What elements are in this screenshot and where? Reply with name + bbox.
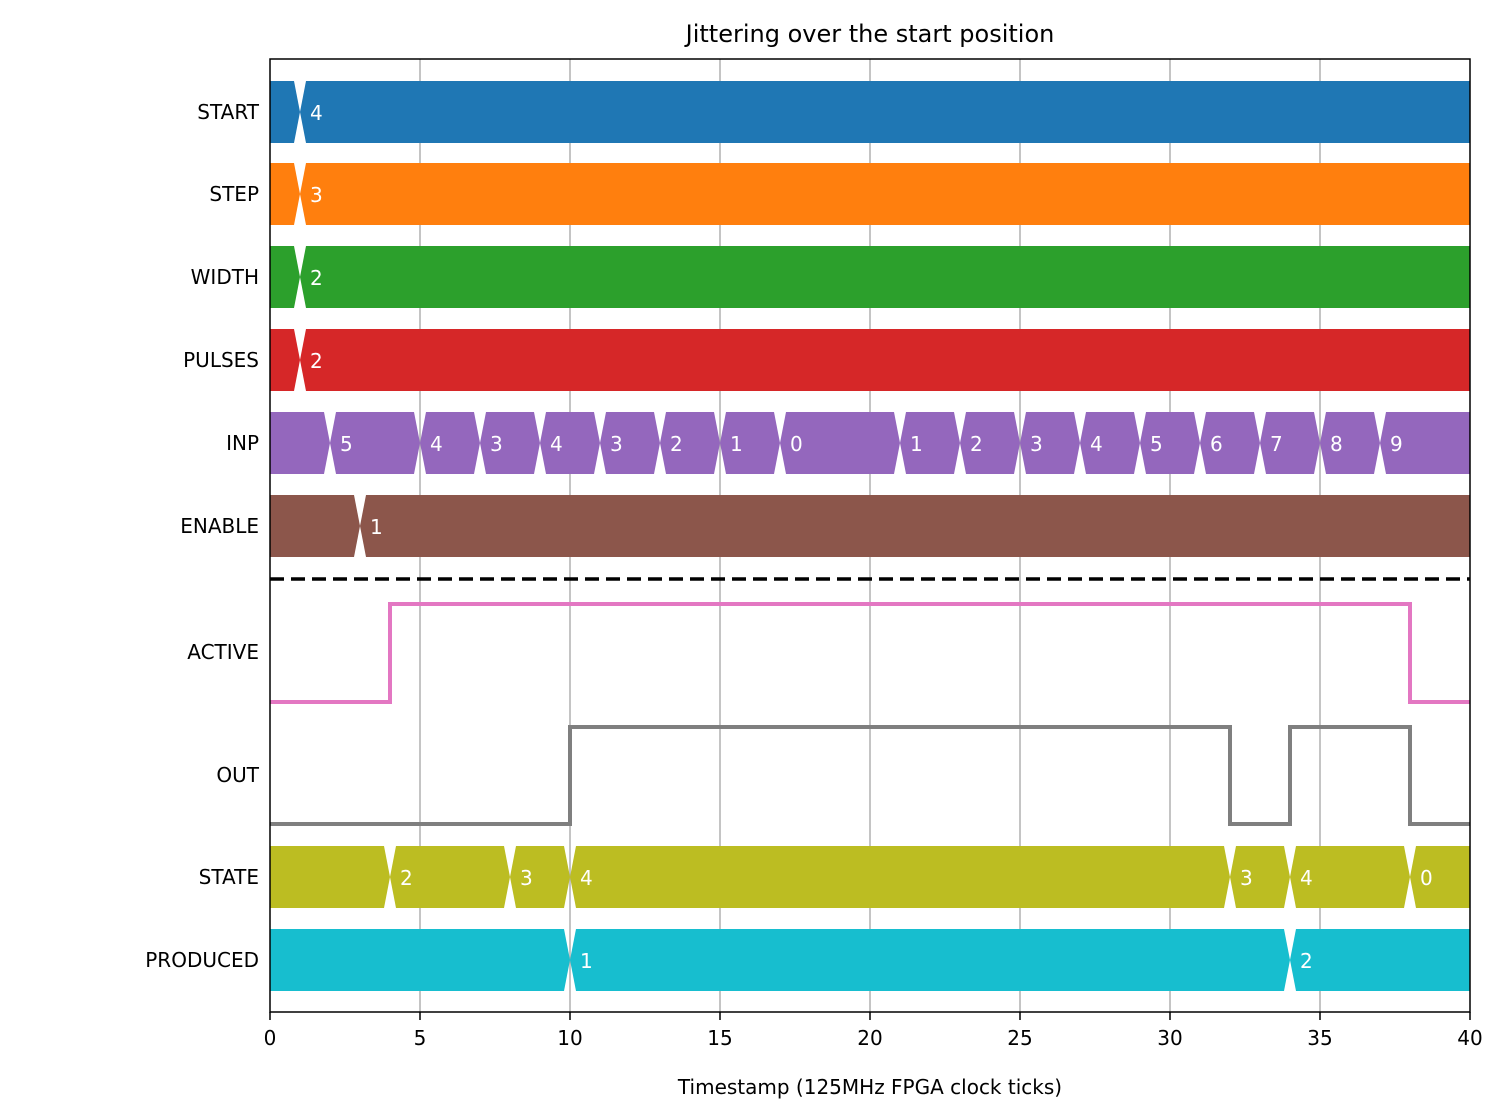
row-label-out: OUT bbox=[216, 763, 259, 787]
segment-value-produced-2: 2 bbox=[1300, 949, 1313, 973]
segment-value-inp-12: 4 bbox=[1090, 432, 1103, 456]
segment-value-state-3: 4 bbox=[580, 866, 593, 890]
row-label-inp: INP bbox=[226, 431, 259, 455]
segment-value-inp-15: 7 bbox=[1270, 432, 1283, 456]
segment-value-inp-2: 4 bbox=[430, 432, 443, 456]
segment-inp-4 bbox=[540, 412, 600, 474]
segment-inp-10 bbox=[960, 412, 1020, 474]
segment-state-4 bbox=[1230, 846, 1290, 908]
segment-value-inp-5: 3 bbox=[610, 432, 623, 456]
waveform-active bbox=[270, 602, 1470, 704]
x-axis: 0 5 10 15 20 25 30 35 40 bbox=[264, 1012, 1483, 1050]
segment-inp-1 bbox=[330, 412, 420, 474]
segment-state-3 bbox=[570, 846, 1230, 908]
segment-value-inp-1: 5 bbox=[340, 432, 353, 456]
segment-value-inp-8: 0 bbox=[790, 432, 803, 456]
segment-produced-0 bbox=[270, 929, 570, 991]
x-tick-label-25: 25 bbox=[1007, 1026, 1032, 1050]
row-label-enable: ENABLE bbox=[180, 514, 259, 538]
segment-inp-3 bbox=[480, 412, 540, 474]
x-tick-label-10: 10 bbox=[557, 1026, 582, 1050]
row-label-produced: PRODUCED bbox=[145, 948, 259, 972]
x-tick-label-5: 5 bbox=[414, 1026, 427, 1050]
row-label-active: ACTIVE bbox=[187, 640, 259, 664]
segment-pulses-0 bbox=[270, 329, 300, 391]
x-axis-label: Timestamp (125MHz FPGA clock ticks) bbox=[677, 1075, 1062, 1099]
segment-enable-0 bbox=[270, 495, 360, 557]
segment-inp-17 bbox=[1380, 412, 1470, 474]
segment-value-inp-7: 1 bbox=[730, 432, 743, 456]
row-label-start: START bbox=[197, 100, 259, 124]
segment-step-1 bbox=[300, 163, 1470, 225]
segment-state-2 bbox=[510, 846, 570, 908]
segment-value-inp-14: 6 bbox=[1210, 432, 1223, 456]
segment-inp-6 bbox=[660, 412, 720, 474]
row-label-pulses: PULSES bbox=[183, 348, 259, 372]
segment-produced-1 bbox=[570, 929, 1290, 991]
segment-pulses-1 bbox=[300, 329, 1470, 391]
segment-value-width-1: 2 bbox=[310, 266, 323, 290]
segment-inp-0 bbox=[270, 412, 330, 474]
segment-value-start-1: 4 bbox=[310, 101, 323, 125]
segment-step-0 bbox=[270, 163, 300, 225]
segment-width-1 bbox=[300, 246, 1470, 308]
segment-enable-1 bbox=[360, 495, 1470, 557]
segment-inp-5 bbox=[600, 412, 660, 474]
x-tick-label-20: 20 bbox=[857, 1026, 882, 1050]
segment-state-6 bbox=[1410, 846, 1470, 908]
segment-inp-14 bbox=[1200, 412, 1260, 474]
row-label-step: STEP bbox=[209, 182, 259, 206]
x-tick-label-35: 35 bbox=[1307, 1026, 1332, 1050]
x-tick-label-30: 30 bbox=[1157, 1026, 1182, 1050]
segment-inp-15 bbox=[1260, 412, 1320, 474]
segment-value-step-1: 3 bbox=[310, 183, 323, 207]
segment-inp-11 bbox=[1020, 412, 1080, 474]
segment-value-produced-1: 1 bbox=[580, 949, 593, 973]
signal-rows: START 4 STEP 3 WIDTH 2 PULSES 2 INP 5 4 3 4 3 2 1 0 1 2 3 4 5… bbox=[145, 81, 1470, 991]
segment-inp-13 bbox=[1140, 412, 1200, 474]
segment-value-inp-13: 5 bbox=[1150, 432, 1163, 456]
segment-state-1 bbox=[390, 846, 510, 908]
segment-state-5 bbox=[1290, 846, 1410, 908]
segment-produced-2 bbox=[1290, 929, 1470, 991]
segment-value-state-2: 3 bbox=[520, 866, 533, 890]
segment-state-0 bbox=[270, 846, 390, 908]
segment-value-inp-9: 1 bbox=[910, 432, 923, 456]
chart-title: Jittering over the start position bbox=[684, 20, 1055, 48]
segment-inp-9 bbox=[900, 412, 960, 474]
segment-value-enable-1: 1 bbox=[370, 515, 383, 539]
segment-value-pulses-1: 2 bbox=[310, 349, 323, 373]
segment-value-state-6: 0 bbox=[1420, 866, 1433, 890]
segment-value-state-5: 4 bbox=[1300, 866, 1313, 890]
x-tick-label-0: 0 bbox=[264, 1026, 277, 1050]
segment-value-state-4: 3 bbox=[1240, 866, 1253, 890]
segment-value-inp-16: 8 bbox=[1330, 432, 1343, 456]
segment-width-0 bbox=[270, 246, 300, 308]
segment-start-1 bbox=[300, 81, 1470, 143]
segment-inp-8 bbox=[780, 412, 900, 474]
x-tick-label-40: 40 bbox=[1457, 1026, 1482, 1050]
segment-inp-12 bbox=[1080, 412, 1140, 474]
segment-value-inp-11: 3 bbox=[1030, 432, 1043, 456]
segment-value-inp-17: 9 bbox=[1390, 432, 1403, 456]
segment-value-inp-3: 3 bbox=[490, 432, 503, 456]
segment-value-inp-10: 2 bbox=[970, 432, 983, 456]
segment-start-0 bbox=[270, 81, 300, 143]
segment-inp-16 bbox=[1320, 412, 1380, 474]
segment-inp-7 bbox=[720, 412, 780, 474]
segment-value-state-1: 2 bbox=[400, 866, 413, 890]
row-label-width: WIDTH bbox=[191, 265, 259, 289]
x-tick-label-15: 15 bbox=[707, 1026, 732, 1050]
segment-inp-2 bbox=[420, 412, 480, 474]
segment-value-inp-6: 2 bbox=[670, 432, 683, 456]
row-label-state: STATE bbox=[199, 865, 259, 889]
waveform-out bbox=[270, 725, 1470, 826]
segment-value-inp-4: 4 bbox=[550, 432, 563, 456]
